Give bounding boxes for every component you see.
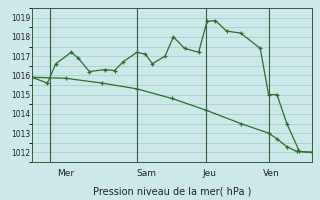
Text: Pression niveau de la mer( hPa ): Pression niveau de la mer( hPa )	[93, 186, 251, 196]
Text: Ven: Ven	[263, 170, 280, 178]
Text: Jeu: Jeu	[203, 170, 217, 178]
Text: Mer: Mer	[57, 170, 74, 178]
Text: Sam: Sam	[137, 170, 157, 178]
